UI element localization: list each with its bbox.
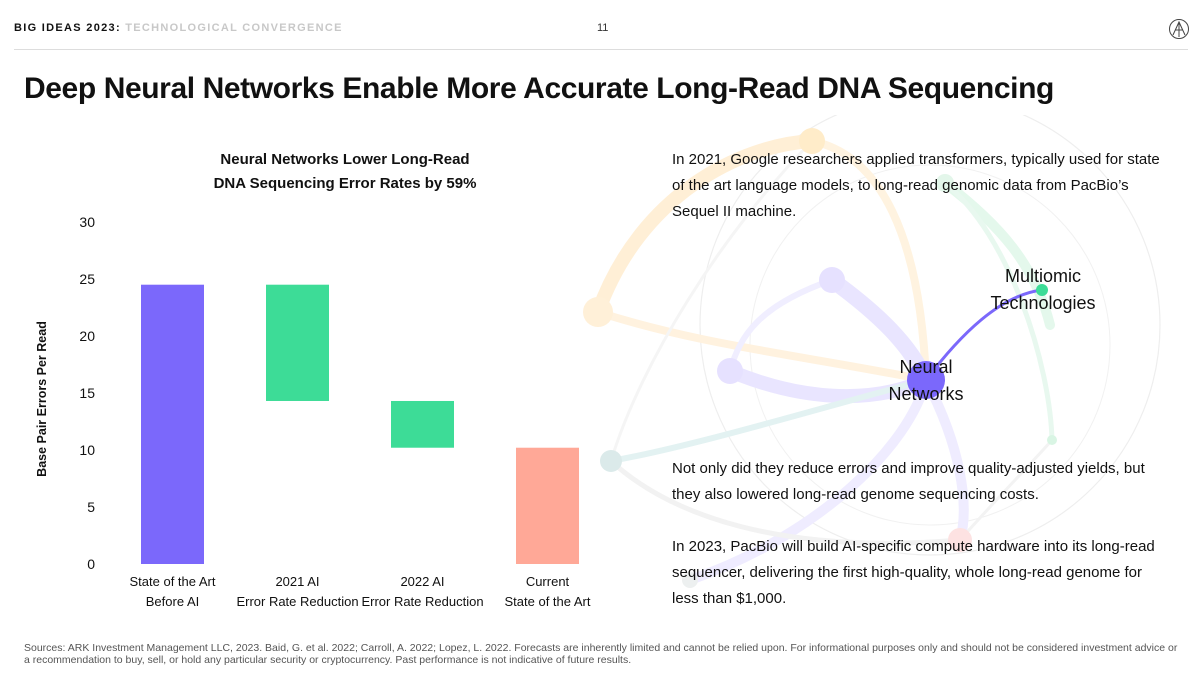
- x-tick-label-3-0: Current: [526, 574, 570, 589]
- chart-title-line1: Neural Networks Lower Long-Read: [220, 151, 470, 168]
- ark-logo-icon: [1169, 19, 1189, 39]
- node-label-nn-line2: Networks: [888, 384, 964, 404]
- x-tick-label-0-0: State of the Art: [130, 574, 216, 589]
- x-tick-label-1-0: 2021 AI: [275, 574, 319, 589]
- paragraph-2: Not only did they reduce errors and impr…: [672, 460, 1145, 503]
- x-tick-label-2-1: Error Rate Reduction: [361, 594, 483, 609]
- chart-title: Neural Networks Lower Long-Read DNA Sequ…: [170, 148, 520, 196]
- x-tick-label-2-0: 2022 AI: [400, 574, 444, 589]
- y-tick-label-1: 5: [87, 499, 95, 515]
- chart-title-line2: DNA Sequencing Error Rates by 59%: [213, 175, 477, 192]
- bar-1: [266, 284, 329, 401]
- y-tick-label-4: 20: [79, 328, 95, 344]
- header-divider: [14, 49, 1188, 50]
- bar-2: [391, 400, 454, 448]
- x-tick-label-3-1: State of the Art: [505, 594, 591, 609]
- header-breadcrumb: BIG IDEAS 2023: TECHNOLOGICAL CONVERGENC…: [14, 22, 343, 34]
- y-tick-label-2: 10: [79, 442, 95, 458]
- node-label-nn-line1: Neural: [899, 357, 953, 377]
- x-tick-label-1-1: Error Rate Reduction: [236, 594, 358, 609]
- bar-3: [516, 447, 579, 564]
- y-tick-label-3: 15: [79, 385, 95, 401]
- node-label-multiomic: Multiomic Technologies: [968, 263, 1118, 317]
- y-tick-label-6: 30: [79, 214, 95, 230]
- x-tick-label-0-1: Before AI: [146, 594, 199, 609]
- paragraph-1: In 2021, Google researchers applied tran…: [672, 151, 1160, 220]
- sources-footnote: Sources: ARK Investment Management LLC, …: [24, 642, 1178, 666]
- y-tick-label-5: 25: [79, 271, 95, 287]
- page-title: Deep Neural Networks Enable More Accurat…: [24, 72, 1054, 105]
- network-graph: [583, 115, 1161, 588]
- page-number: 11: [597, 22, 609, 34]
- waterfall-chart: 0 5 10 15 20 25 30 Base Pair Errors Per Read Sta…: [35, 214, 591, 609]
- header-section: TECHNOLOGICAL CONVERGENCE: [125, 22, 343, 34]
- node-label-multiomic-line2: Technologies: [990, 293, 1096, 313]
- paragraph-3: In 2023, PacBio will build AI-specific c…: [672, 538, 1155, 607]
- bar-0: [141, 284, 204, 564]
- y-tick-label-0: 0: [87, 556, 95, 572]
- node-label-neural-networks: Neural Networks: [866, 354, 986, 408]
- node-label-multiomic-line1: Multiomic: [1004, 266, 1081, 286]
- header-brand: BIG IDEAS 2023:: [14, 22, 121, 34]
- y-axis-label: Base Pair Errors Per Read: [35, 321, 49, 477]
